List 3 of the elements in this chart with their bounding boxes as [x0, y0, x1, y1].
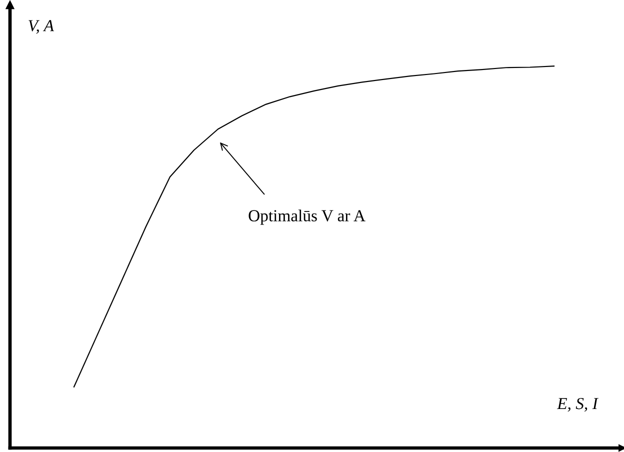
x-axis-title: E, S, I	[556, 398, 599, 412]
y-axis-title: V, A	[28, 20, 54, 34]
annotation: Optimalūs V ar A	[248, 210, 366, 225]
